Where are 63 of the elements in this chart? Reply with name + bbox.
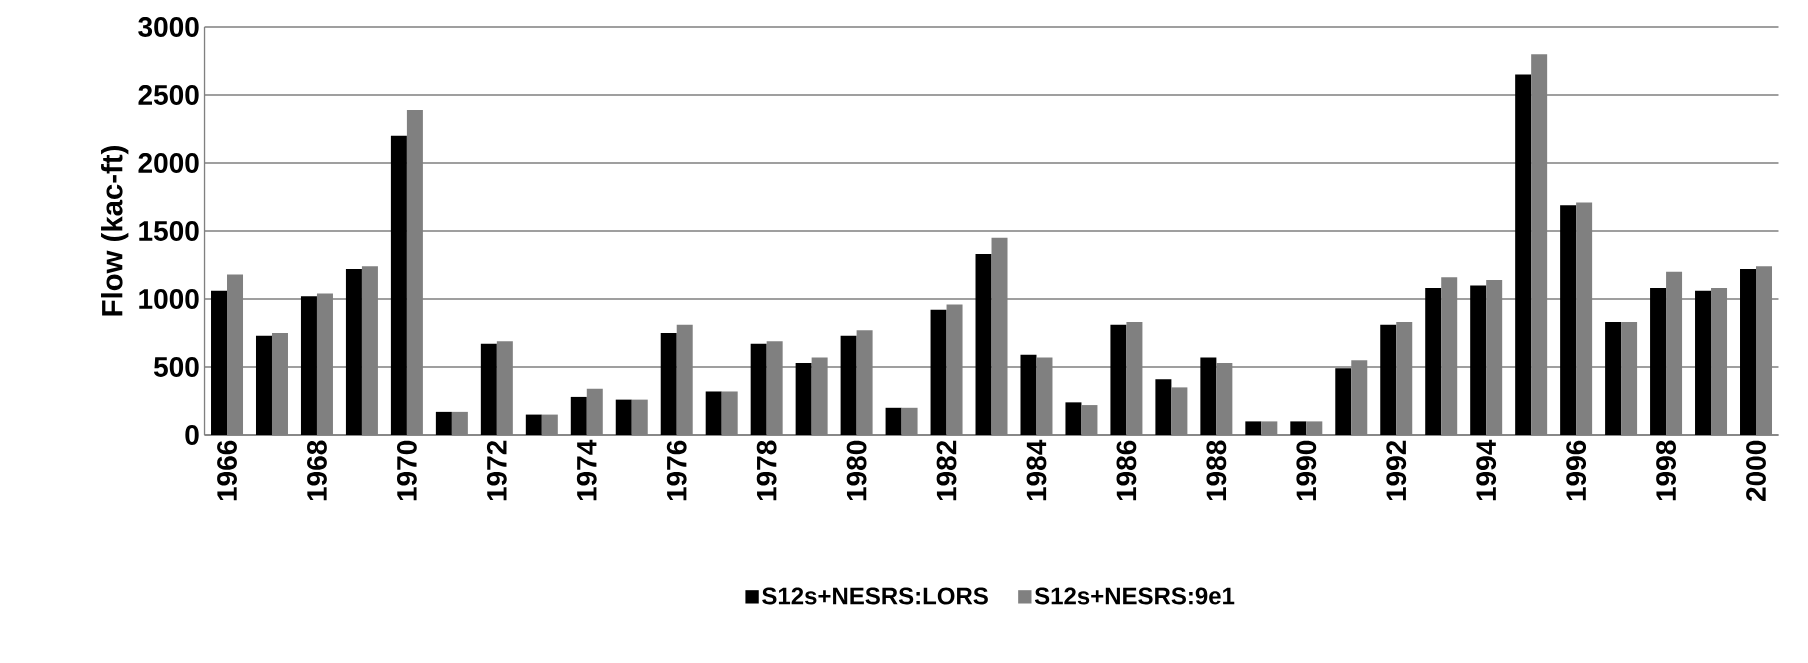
y-tick-label: 1000: [139, 289, 199, 309]
x-tick-label: 1990: [1296, 440, 1317, 501]
bar: [705, 391, 722, 435]
bar: [1380, 324, 1397, 435]
bar: [1740, 269, 1757, 435]
y-tick-label: 1500: [139, 221, 199, 241]
bar: [1110, 324, 1127, 435]
bar: [300, 296, 317, 435]
bar: [1695, 290, 1712, 435]
x-tick-label: 1968: [307, 440, 327, 501]
x-tick-label: 1976: [666, 440, 687, 501]
bar: [660, 332, 677, 435]
x-tick-label: 2000: [1746, 440, 1766, 502]
bar: [975, 254, 992, 435]
bar: [1470, 285, 1487, 435]
bar: [1200, 357, 1217, 435]
x-tick-label: 1974: [576, 439, 597, 501]
x-tick-label: 1982: [936, 440, 957, 501]
y-tick-label: 3000: [138, 17, 199, 37]
y-tick-label: 2500: [138, 85, 199, 105]
x-tick-label: 1994: [1476, 439, 1497, 501]
x-tick-label: 1966: [217, 440, 237, 501]
x-tick-label: 1978: [756, 440, 777, 501]
bar: [1650, 288, 1667, 435]
bar: [1290, 421, 1307, 435]
y-axis-title: Flow (kac-ft): [101, 146, 129, 316]
bar: [1515, 74, 1532, 435]
bar: [885, 407, 902, 435]
x-tick-label: 1986: [1116, 440, 1137, 501]
x-tick-label: 1970: [396, 440, 417, 501]
bar: [1605, 322, 1622, 435]
bar: [1425, 288, 1442, 435]
x-tick-label: 1988: [1206, 440, 1227, 501]
y-tick-label: 2000: [138, 153, 199, 173]
x-tick-label: 1980: [846, 440, 867, 501]
bar: [255, 335, 272, 435]
legend-label: S12s+NESRS:LORS: [762, 587, 988, 605]
legend-label: S12s+NESRS:9e1: [1034, 587, 1235, 605]
bar: [1245, 421, 1262, 435]
x-tick-label: 1998: [1656, 440, 1676, 501]
bar: [1560, 205, 1577, 435]
x-tick-label: 1984: [1026, 439, 1047, 501]
bar: [345, 269, 362, 435]
bar: [390, 135, 407, 435]
bar: [750, 343, 767, 435]
bar: [1020, 354, 1037, 435]
bar: [211, 290, 228, 435]
x-tick-label: 1996: [1566, 440, 1587, 501]
bar: [525, 414, 542, 435]
x-tick-label: 1972: [486, 440, 507, 501]
bar: [840, 335, 857, 435]
bar: [1155, 379, 1172, 435]
bar: [570, 396, 587, 435]
bar: [795, 362, 812, 435]
x-tick-label: 1992: [1386, 440, 1407, 501]
y-tick-label: 0: [185, 425, 199, 445]
y-tick-label: 500: [153, 357, 199, 377]
bar: [480, 343, 497, 435]
bar: [435, 411, 452, 435]
bar: [615, 399, 632, 435]
bar: [1065, 402, 1082, 435]
bar: [930, 309, 947, 435]
bar: [1335, 368, 1352, 435]
